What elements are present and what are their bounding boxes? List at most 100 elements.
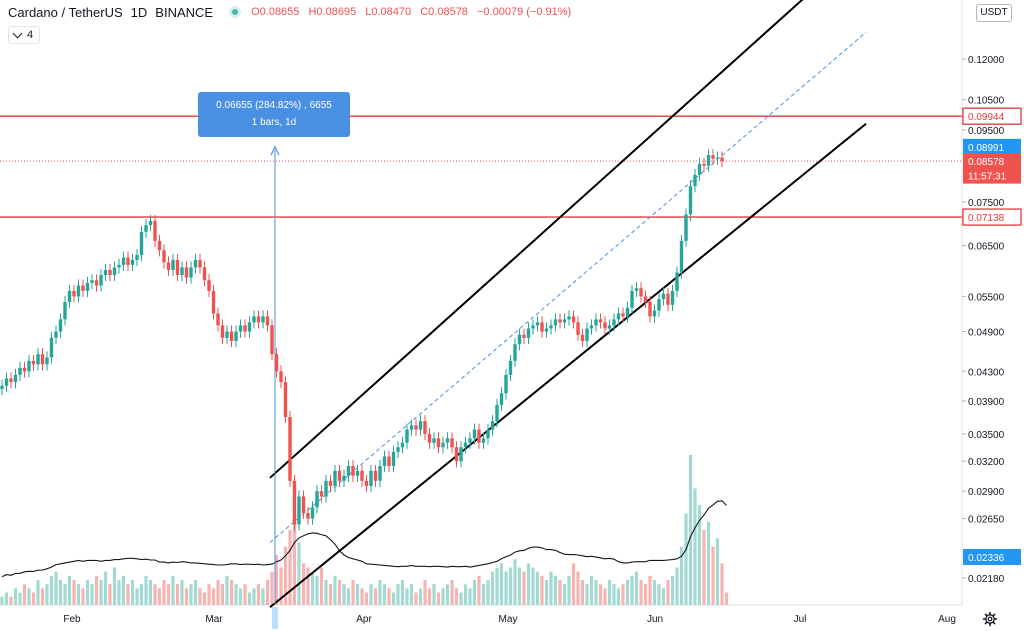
candle-body [180,267,184,276]
candle-body [454,447,459,462]
volume-bar [373,588,378,605]
volume-bar [544,580,549,605]
time-tick-label: Feb [63,614,81,625]
candle-body [504,374,508,394]
candle-body [562,319,567,323]
candle-body [391,451,396,466]
candle-body [346,465,351,476]
candle-body [549,325,553,329]
candle-body [508,360,513,375]
candle-body [13,374,18,383]
candle-body [418,421,423,430]
candle-body [517,334,522,345]
volume-bar [13,588,18,605]
volume-bar [526,563,531,605]
candle-body [220,325,225,338]
volume-bar [382,584,387,605]
currency-button[interactable]: USDT [976,4,1012,22]
price-tick-label: 0.02900 [968,487,1005,498]
price-tick-label: 0.02180 [968,574,1005,585]
candle-body [288,417,292,481]
candle-body [126,257,130,265]
volume-bar [612,584,616,605]
indicators-toggle[interactable]: 4 [8,26,41,44]
volume-bar [117,580,121,605]
volume-bar [634,571,639,605]
volume-bar [135,588,139,605]
volume-bar [508,567,513,605]
price-badge-frame [963,548,1021,565]
candle-body [373,470,378,481]
candle-body [675,272,679,291]
volume-bar [688,455,693,605]
candle-body [274,354,279,372]
candle-body [720,157,724,162]
candle-body [234,331,238,342]
volume-bar [531,567,535,605]
candle-body [252,316,256,323]
volume-bar [229,580,234,605]
candle-body [558,319,562,323]
volume-bar [409,584,414,605]
candle-body [265,316,270,326]
candle-body [355,470,360,476]
volume-bar [90,584,94,605]
candle-body [495,404,499,422]
volume-bar [535,571,540,605]
candle-body [378,465,382,481]
candle-body [225,331,229,338]
measure-arrow-head [270,145,280,156]
price-badge-label: 0.02336 [968,553,1005,564]
volume-bar [27,588,31,605]
candle-body [175,259,180,276]
volume-bar [189,584,193,605]
volume-bar [22,584,27,605]
volume-bar [310,571,315,605]
candle-body [400,442,405,448]
volume-bar [121,575,126,605]
volume-bar [423,580,427,605]
volume-bar [225,575,229,605]
volume-bar [211,588,216,605]
candle-body [22,367,27,372]
volume-bar [369,584,373,605]
change-value: −0.00079 (−0.91%) [477,6,572,18]
interval-label[interactable]: 1D [130,4,148,20]
candle-body [166,262,171,270]
eye-icon[interactable] [227,4,243,20]
price-badge-frame [962,208,1022,226]
candle-body [567,316,571,320]
volume-bar [4,592,9,605]
volume-bar [274,555,279,605]
volume-bar [265,580,270,605]
volume-bar [247,592,252,605]
volume-bar [238,588,243,605]
volume-bar [432,584,436,605]
volume-bar [679,546,684,605]
volume-bar [657,584,661,605]
volume-bar [288,530,292,605]
candle-body [279,371,283,383]
volume-bar [292,513,297,605]
candle-body [63,301,67,320]
candle-body [247,322,252,332]
gear-icon[interactable] [980,609,1000,629]
candle-body [513,344,517,361]
volume-bar [328,584,333,605]
symbol-title[interactable]: Cardano / TetherUS [8,4,123,20]
candle-body [171,259,175,270]
candle-body [67,290,72,302]
volume-bar [364,592,369,605]
exchange-label: BINANCE [155,4,214,20]
volume-bar [396,584,400,605]
candle-body [387,456,391,466]
candle-body [661,293,666,300]
volume-bar [58,580,63,605]
candle-body [256,316,261,323]
candle-body [544,328,549,332]
volume-bar [306,567,310,605]
candle-body [468,438,472,443]
volume-bar [337,580,342,605]
candle-body [594,319,598,326]
